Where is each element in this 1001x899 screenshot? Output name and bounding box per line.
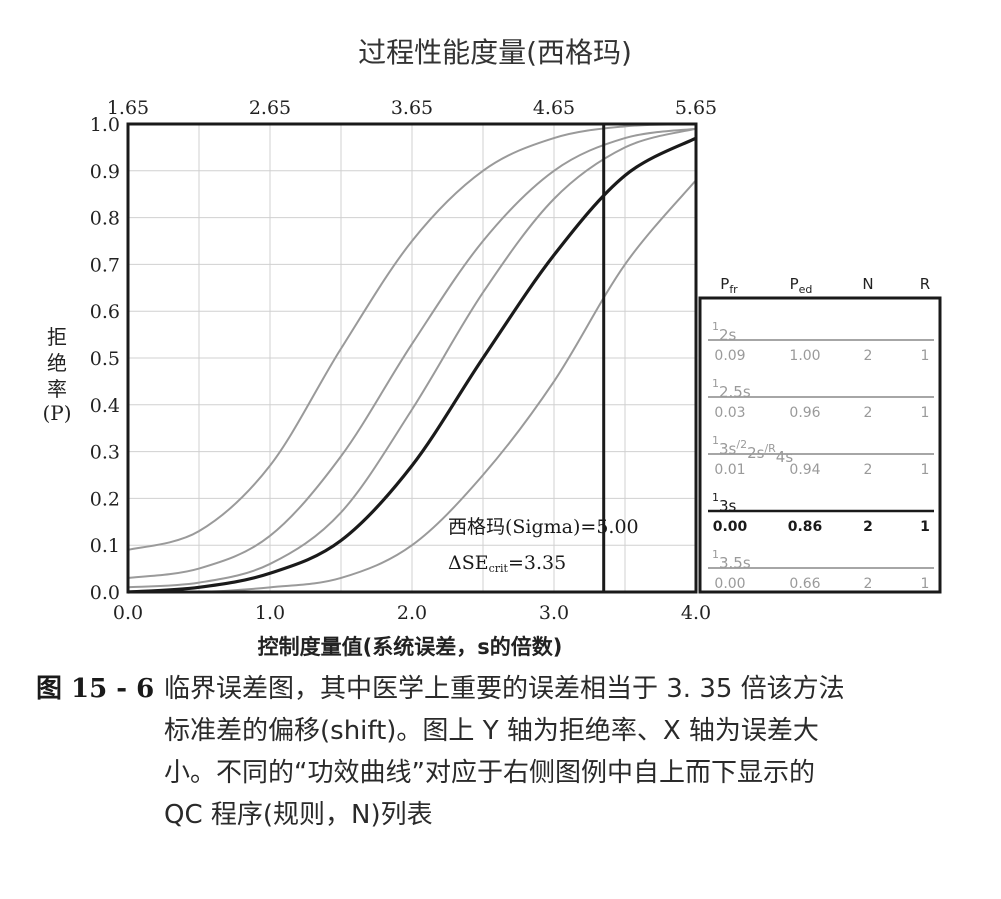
power-curve-2 bbox=[127, 127, 697, 579]
top-tick-label: 4.65 bbox=[533, 97, 575, 119]
legend-header-1: Pfr bbox=[720, 275, 738, 296]
legend-value-r: 1 bbox=[921, 405, 930, 421]
y-axis-label-char-4: (P) bbox=[42, 401, 71, 425]
x-tick-label: 2.0 bbox=[397, 602, 427, 624]
legend-header-4: R bbox=[920, 275, 930, 293]
y-tick-label: 0.0 bbox=[90, 582, 120, 604]
y-tick-label: 0.4 bbox=[90, 395, 120, 417]
legend-header-3: N bbox=[862, 275, 873, 293]
y-tick-label: 0.6 bbox=[90, 301, 120, 323]
top-tick-label: 5.65 bbox=[675, 97, 717, 119]
sigma-annotation-line-1: 西格玛(Sigma)=5.00 bbox=[448, 516, 639, 538]
y-tick-label: 0.3 bbox=[90, 442, 120, 464]
y-tick-label: 0.7 bbox=[90, 254, 120, 276]
power-curve-1 bbox=[127, 123, 697, 551]
legend-value-ped: 0.86 bbox=[788, 519, 823, 535]
top-tick-label: 3.65 bbox=[391, 97, 433, 119]
legend-value-r: 1 bbox=[921, 462, 930, 478]
y-axis-tick-labels: 0.0 0.1 0.2 0.3 0.4 0.5 0.6 0.7 0.8 0.9 1.0 bbox=[90, 114, 120, 604]
top-axis-title: 过程性能度量(西格玛) bbox=[358, 36, 632, 69]
legend-value-ped: 0.96 bbox=[789, 405, 820, 421]
sigma-annotation: 西格玛(Sigma)=5.00 ΔSEcrit=3.35 bbox=[448, 516, 639, 575]
legend-value-n: 2 bbox=[864, 576, 873, 592]
y-axis-label-char-1: 拒 bbox=[47, 325, 67, 349]
legend-value-pfr: 0.03 bbox=[714, 405, 745, 421]
legend-value-n: 2 bbox=[864, 348, 873, 364]
legend-value-n: 2 bbox=[864, 462, 873, 478]
y-tick-label: 0.1 bbox=[90, 535, 120, 557]
y-tick-label: 1.0 bbox=[90, 114, 120, 136]
y-axis-label-char-2: 绝 bbox=[47, 351, 67, 375]
y-axis-label-char-3: 率 bbox=[47, 377, 67, 401]
x-axis-label: 控制度量值(系统误差，s的倍数) bbox=[258, 635, 563, 659]
legend-value-ped: 0.94 bbox=[789, 462, 820, 478]
legend-value-pfr: 0.09 bbox=[714, 348, 745, 364]
y-tick-label: 0.5 bbox=[90, 348, 120, 370]
top-tick-label: 2.65 bbox=[249, 97, 291, 119]
figure-number: 图 15 - 6 bbox=[36, 674, 155, 704]
critical-error-chart: 过程性能度量(西格玛) 1.65 2.65 3.65 4.65 5.65 0.00.10… bbox=[42, 36, 942, 659]
top-axis-tick-labels: 1.65 2.65 3.65 4.65 5.65 bbox=[107, 97, 717, 119]
caption-line-3: 小。不同的“功效曲线”对应于右侧图例中自上而下显示的 bbox=[164, 758, 815, 788]
x-axis-tick-labels: 0.0 1.0 2.0 3.0 4.0 bbox=[113, 602, 711, 624]
legend-value-r: 1 bbox=[920, 519, 930, 535]
legend-value-ped: 0.66 bbox=[789, 576, 820, 592]
legend-value-n: 2 bbox=[864, 405, 873, 421]
y-axis-label: 拒 绝 率 (P) bbox=[42, 325, 71, 425]
legend-value-pfr: 0.01 bbox=[714, 462, 745, 478]
legend-value-r: 1 bbox=[921, 576, 930, 592]
legend-value-n: 2 bbox=[863, 519, 873, 535]
x-tick-label: 3.0 bbox=[539, 602, 569, 624]
legend-header-2: Ped bbox=[790, 275, 813, 296]
legend-value-r: 1 bbox=[921, 348, 930, 364]
y-tick-label: 0.8 bbox=[90, 208, 120, 230]
legend-value-pfr: 0.00 bbox=[714, 576, 745, 592]
power-curve-3 bbox=[127, 127, 697, 589]
y-tick-label: 0.2 bbox=[90, 488, 120, 510]
caption-line-2: 标准差的偏移(shift)。图上 Y 轴为拒绝率、X 轴为误差大 bbox=[164, 716, 819, 746]
top-tick-label: 1.65 bbox=[107, 97, 149, 119]
caption-text: 临界误差图，其中医学上重要的误差相当于 3. 35 倍该方法 标准差的偏移(sh… bbox=[164, 668, 984, 836]
legend-value-pfr: 0.00 bbox=[713, 519, 748, 535]
legend-value-ped: 1.00 bbox=[789, 348, 820, 364]
caption-line-4: QC 程序(规则，N)列表 bbox=[164, 800, 433, 830]
chart-gridlines bbox=[128, 124, 696, 592]
power-curve-5 bbox=[127, 179, 697, 594]
y-tick-label: 0.9 bbox=[90, 161, 120, 183]
plot-frame bbox=[126, 122, 698, 594]
x-tick-label: 1.0 bbox=[255, 602, 285, 624]
caption-line-1: 临界误差图，其中医学上重要的误差相当于 3. 35 倍该方法 bbox=[164, 674, 845, 704]
sigma-annotation-line-2: ΔSEcrit=3.35 bbox=[448, 552, 566, 575]
x-tick-label: 0.0 bbox=[113, 602, 143, 624]
legend-frame bbox=[698, 296, 942, 594]
x-tick-label: 4.0 bbox=[681, 602, 711, 624]
legend-header: Pfr Ped N R bbox=[720, 275, 930, 296]
